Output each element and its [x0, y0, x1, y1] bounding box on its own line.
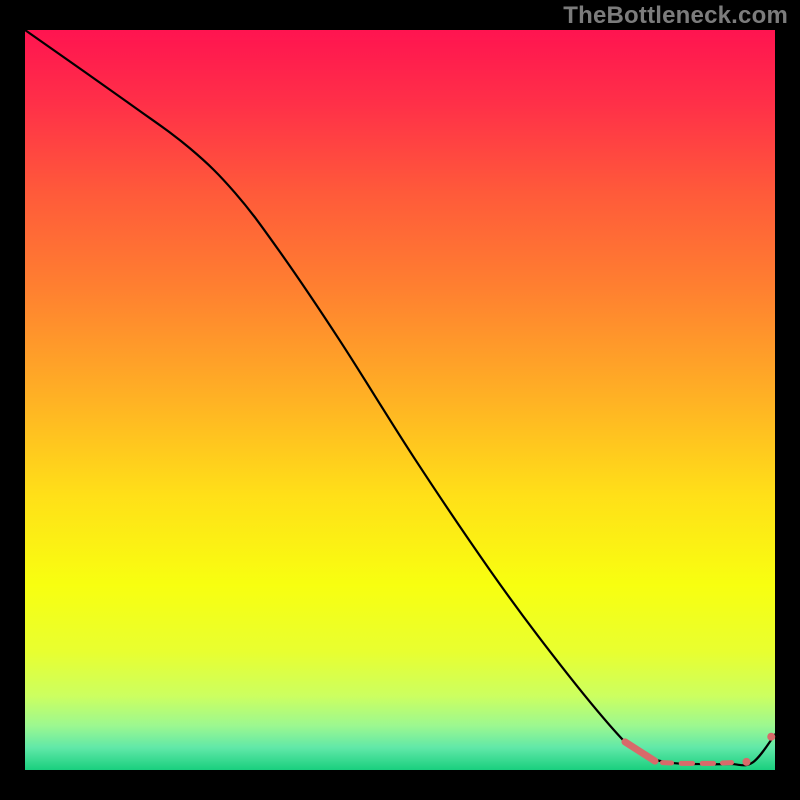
watermark-label: TheBottleneck.com — [563, 2, 788, 30]
chart-background-gradient — [25, 30, 775, 770]
accent-dot-0 — [743, 758, 751, 766]
accent-dot-1 — [767, 733, 775, 741]
chart-stage: { "watermark": { "text": "TheBottleneck.… — [0, 0, 800, 800]
bottleneck-curve-chart — [0, 0, 800, 800]
